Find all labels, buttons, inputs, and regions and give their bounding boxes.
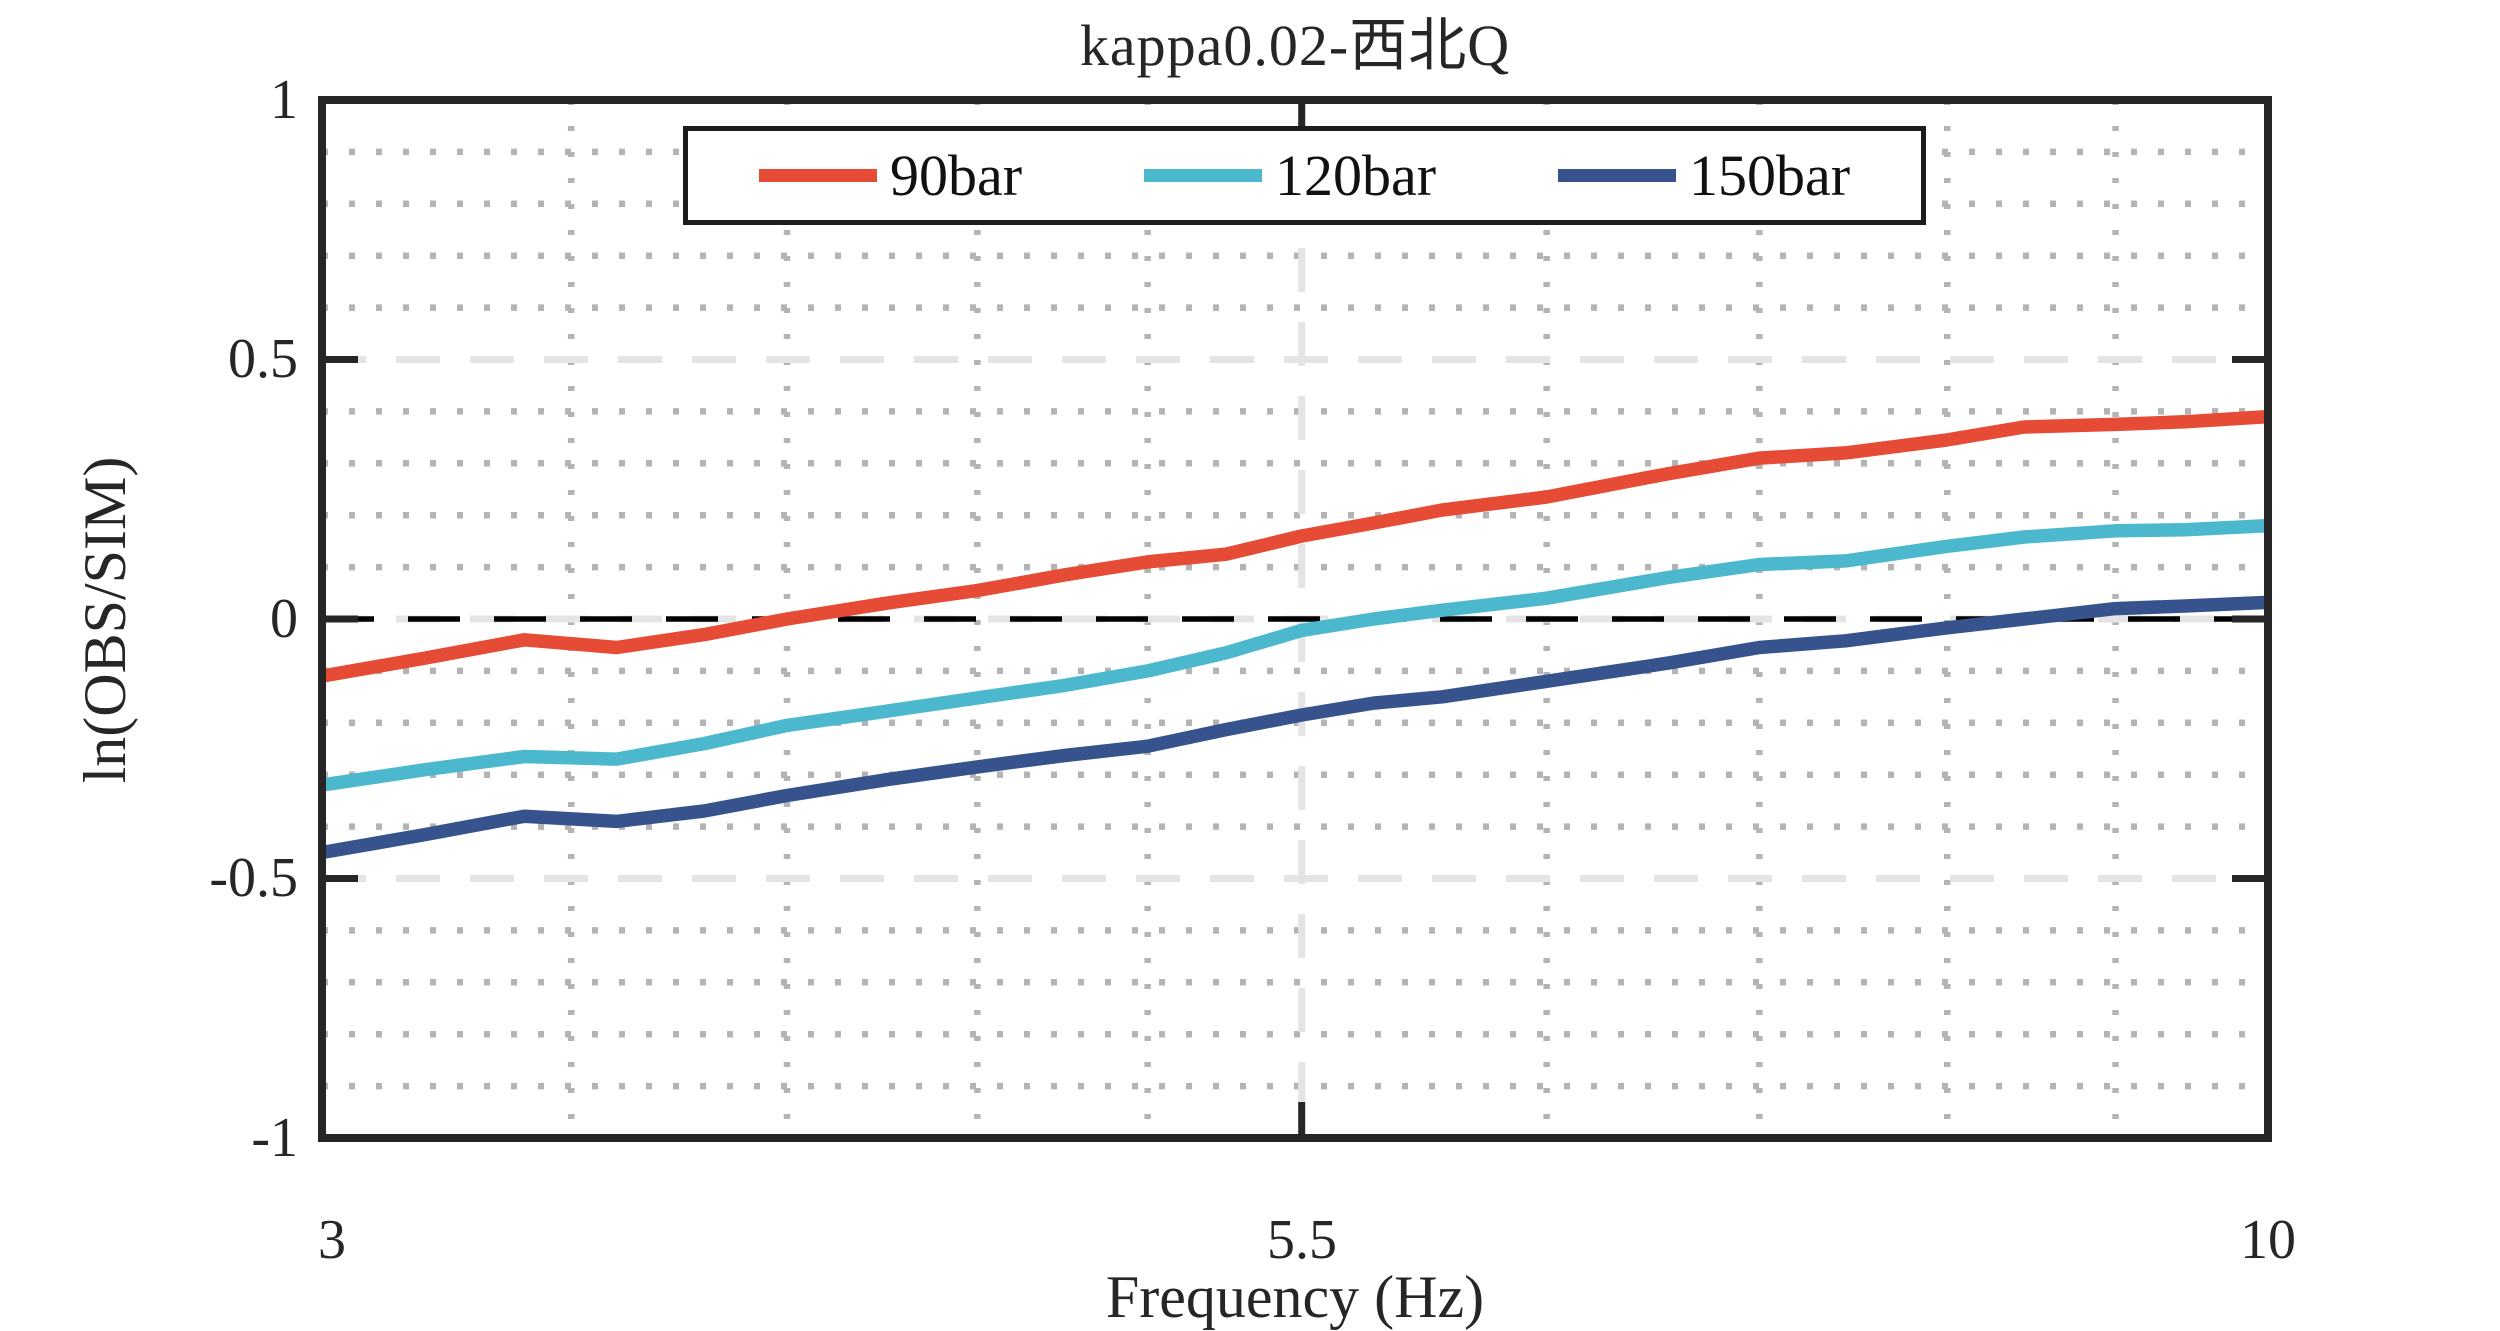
y-axis-label: ln(OBS/SIM) <box>72 456 138 784</box>
x-tick-label-10: 10 <box>2240 1209 2296 1271</box>
legend-item-90bar: 90bar <box>758 142 1023 208</box>
y-tick-label-0: 0 <box>270 588 298 650</box>
axes-border <box>318 96 2272 1142</box>
legend-label-150bar: 150bar <box>1688 142 1851 208</box>
y-tick-label-m1: -1 <box>251 1107 298 1169</box>
series-line-90bar <box>320 409 2269 683</box>
legend: 90bar 120bar 150bar <box>683 126 1926 225</box>
series-line-120bar <box>321 518 2269 792</box>
y-tick-label-m05: -0.5 <box>209 847 298 909</box>
legend-label-90bar: 90bar <box>889 142 1023 208</box>
legend-line-90bar-icon <box>758 169 877 182</box>
legend-item-150bar: 150bar <box>1557 142 1851 208</box>
legend-item-120bar: 120bar <box>1143 142 1437 208</box>
legend-label-120bar: 120bar <box>1274 142 1437 208</box>
x-tick-label-55: 5.5 <box>1267 1209 1337 1271</box>
series-line-150bar <box>320 595 2269 860</box>
x-tick-label-3: 3 <box>318 1209 346 1271</box>
legend-line-150bar-icon <box>1557 169 1676 182</box>
y-tick-label-1: 1 <box>270 69 298 131</box>
x-axis-label: Frequency (Hz) <box>1105 1264 1485 1330</box>
y-tick-label-05: 0.5 <box>228 328 298 390</box>
chart-title: kappa0.02-西北Q <box>1079 13 1511 78</box>
legend-line-120bar-icon <box>1143 169 1262 182</box>
